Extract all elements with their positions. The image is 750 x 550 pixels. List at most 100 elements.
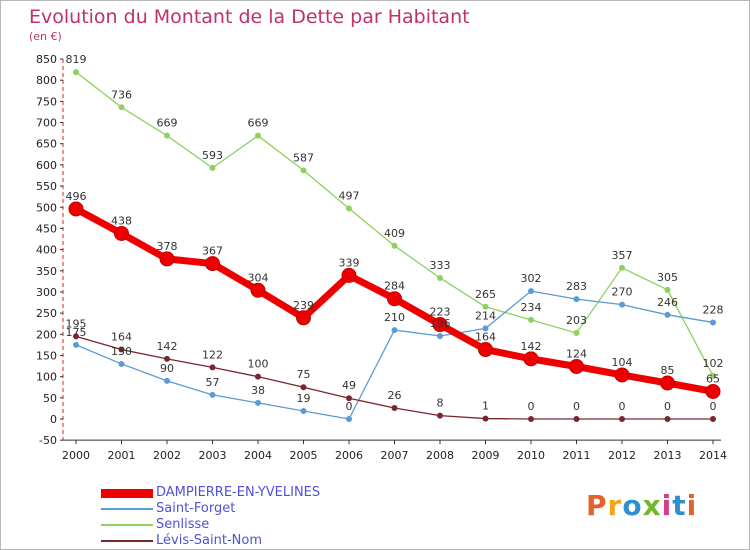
data-point — [437, 274, 443, 281]
data-point — [300, 384, 307, 391]
data-point — [569, 358, 584, 374]
logo-letter: P — [586, 489, 608, 522]
y-tick-label: -50 — [39, 434, 57, 447]
data-label: 124 — [566, 347, 587, 360]
data-point — [114, 226, 129, 242]
data-point — [437, 332, 443, 339]
data-point — [205, 256, 220, 272]
logo-letter: t — [672, 489, 687, 522]
data-label: 0 — [528, 400, 535, 413]
x-tick-label: 2002 — [153, 449, 181, 462]
data-point — [346, 416, 352, 422]
data-label: 90 — [160, 362, 174, 375]
logo-letter: i — [661, 489, 673, 522]
data-point — [705, 383, 721, 399]
x-tick-label: 2007 — [381, 449, 409, 462]
data-label: 333 — [430, 259, 451, 272]
x-tick-label: 2005 — [290, 449, 318, 462]
data-label: 0 — [573, 400, 580, 413]
data-labels-layer: 496 438 378 367 304 239 339 284 223 164 142 124 104 8… — [66, 53, 724, 413]
data-label: 75 — [297, 368, 311, 381]
data-point — [346, 395, 352, 402]
data-point — [164, 132, 170, 139]
data-point — [482, 325, 489, 332]
legend-label: Saint-Forget — [156, 501, 236, 516]
data-label: 175 — [66, 326, 87, 339]
data-point — [118, 360, 125, 367]
series-Lévis-Saint-Nom — [73, 333, 716, 422]
logo-letter: r — [607, 489, 623, 522]
data-label: 302 — [521, 272, 542, 285]
data-point — [209, 364, 216, 371]
data-label: 497 — [339, 190, 360, 203]
data-point — [209, 391, 216, 398]
x-tick-label: 2001 — [108, 449, 136, 462]
data-label: 102 — [703, 357, 724, 370]
axes: -500501001502002503003504004505005506006… — [36, 53, 727, 462]
data-point — [528, 288, 534, 295]
y-tick-label: 350 — [36, 265, 57, 278]
data-label: 339 — [339, 256, 360, 269]
data-point — [664, 311, 671, 318]
logo-letter: o — [622, 489, 643, 522]
data-label: 0 — [619, 400, 626, 413]
y-tick-label: 250 — [36, 307, 57, 320]
data-label: 270 — [612, 286, 633, 299]
x-tick-label: 2011 — [563, 449, 591, 462]
y-tick-label: 650 — [36, 138, 57, 151]
data-point — [159, 251, 175, 267]
data-label: 85 — [661, 364, 675, 377]
data-point — [664, 416, 671, 422]
data-label: 736 — [111, 88, 132, 101]
x-tick-label: 2014 — [699, 449, 727, 462]
y-tick-label: 100 — [36, 371, 57, 384]
data-point — [300, 167, 307, 174]
data-label: 234 — [521, 301, 542, 314]
data-point — [255, 132, 261, 139]
data-label: 669 — [248, 117, 269, 130]
data-point — [391, 404, 398, 411]
data-point — [619, 264, 625, 271]
data-point — [387, 291, 402, 307]
data-label: 49 — [342, 379, 356, 392]
proxiti-logo: Proxiti — [586, 489, 697, 522]
data-label: 65 — [706, 372, 720, 385]
data-label: 19 — [297, 392, 311, 405]
data-label: 357 — [612, 249, 633, 262]
data-label: 164 — [475, 331, 496, 344]
x-tick-label: 2009 — [472, 449, 500, 462]
data-point — [619, 301, 625, 308]
legend-swatch — [101, 524, 153, 526]
data-label: 196 — [430, 317, 451, 330]
y-tick-label: 200 — [36, 328, 57, 341]
data-point — [482, 415, 489, 422]
x-tick-label: 2000 — [62, 449, 90, 462]
data-label: 214 — [475, 309, 496, 322]
data-point — [255, 373, 261, 380]
y-tick-label: 50 — [43, 392, 57, 405]
data-point — [573, 330, 580, 337]
data-label: 283 — [566, 280, 587, 293]
data-point — [391, 242, 398, 249]
data-point — [73, 69, 79, 76]
y-tick-label: 850 — [36, 53, 57, 66]
y-tick-label: 800 — [36, 74, 57, 87]
series-Senlisse — [73, 69, 716, 379]
data-label: 593 — [202, 149, 223, 162]
data-point — [118, 346, 125, 353]
series-Saint-Forget — [73, 288, 716, 422]
data-point — [68, 201, 84, 217]
data-label: 1 — [482, 400, 489, 413]
data-point — [73, 341, 79, 348]
logo-letter: i — [686, 489, 698, 522]
data-label: 378 — [157, 240, 178, 253]
data-point — [710, 372, 716, 379]
data-point — [660, 375, 675, 391]
x-tick-label: 2006 — [335, 449, 363, 462]
data-label: 0 — [664, 400, 671, 413]
data-label: 367 — [202, 245, 223, 258]
y-tick-label: 450 — [36, 222, 57, 235]
data-point — [482, 303, 489, 310]
data-label: 122 — [202, 348, 223, 361]
